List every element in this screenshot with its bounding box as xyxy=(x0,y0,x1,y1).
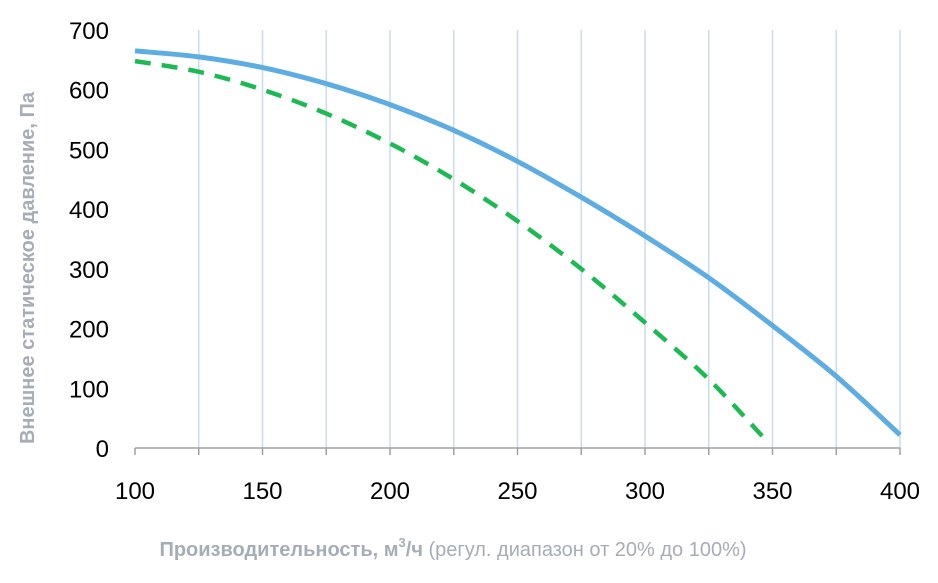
x-tick-label: 350 xyxy=(752,478,792,505)
x-tick-labels: 100 150 200 250 300 350 400 xyxy=(115,478,920,505)
x-tick-label: 150 xyxy=(242,478,282,505)
x-axis-ticks xyxy=(134,448,901,455)
y-tick-label: 100 xyxy=(69,376,109,403)
series-line-solid xyxy=(134,48,902,437)
y-axis-title: Внешнее статическое давление, Па xyxy=(17,91,39,444)
y-tick-label: 200 xyxy=(69,317,109,344)
y-tick-label: 600 xyxy=(69,78,109,105)
y-tick-label: 400 xyxy=(69,197,109,224)
x-axis-title-note: (регул. диапазон от 20% до 100%) xyxy=(423,539,747,561)
x-axis-title-unit: /ч xyxy=(406,539,423,561)
y-tick-label: 0 xyxy=(96,436,109,463)
y-tick-label: 700 xyxy=(69,18,109,45)
y-tick-labels: 0 100 200 300 400 500 600 700 xyxy=(69,18,109,463)
x-tick-label: 100 xyxy=(115,478,155,505)
x-axis-title-sup: 3 xyxy=(399,535,406,550)
x-tick-label: 400 xyxy=(880,478,920,505)
x-axis-title: Производительность, м3/ч (регул. диапазо… xyxy=(159,535,746,561)
x-tick-label: 250 xyxy=(497,478,537,505)
series-line-dashed xyxy=(134,58,767,441)
series-group xyxy=(134,48,902,441)
x-tick-label: 300 xyxy=(625,478,665,505)
grid-lines xyxy=(198,30,901,448)
x-axis-title-main: Производительность, м xyxy=(159,539,398,561)
y-tick-label: 300 xyxy=(69,257,109,284)
y-tick-label: 500 xyxy=(69,137,109,164)
x-tick-label: 200 xyxy=(370,478,410,505)
